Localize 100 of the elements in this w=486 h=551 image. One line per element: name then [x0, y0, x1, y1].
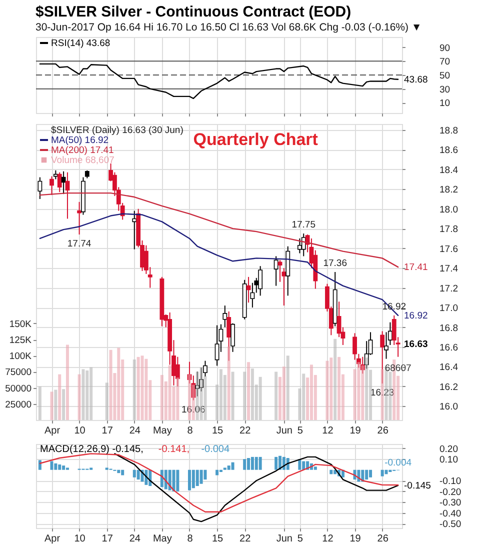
y-tick-label: 30 — [440, 84, 450, 96]
bar — [219, 369, 222, 420]
series-label: MACD(12,26,9) -0.145, — [40, 444, 144, 455]
bar — [200, 470, 203, 484]
bar — [231, 372, 234, 420]
x-tick-label: 10 — [74, 534, 86, 544]
bar — [314, 466, 317, 470]
bar — [164, 381, 168, 420]
y-tick-label: -0.30 — [440, 498, 462, 509]
annotation: Quarterly Chart — [193, 130, 318, 149]
bar — [144, 358, 148, 420]
bar — [231, 462, 234, 470]
bar — [247, 362, 250, 420]
y-tick-label: 16.4 — [440, 362, 458, 374]
bar — [66, 344, 69, 420]
bar — [369, 470, 372, 478]
bar — [250, 456, 254, 470]
candlestick — [77, 201, 82, 236]
bar — [54, 390, 58, 420]
x-tick-label: Jun — [276, 426, 292, 436]
candlestick — [61, 170, 66, 195]
bar — [105, 382, 108, 420]
y2-tick-label: 150K — [9, 318, 32, 330]
data-label: -0.145 — [404, 480, 431, 492]
y-tick-label: -0.20 — [440, 486, 462, 498]
legend-label: MA(200) 17.41 — [51, 145, 114, 156]
bar — [196, 470, 199, 486]
bar — [86, 370, 89, 420]
bar — [314, 374, 317, 420]
line-series — [39, 192, 399, 268]
bar — [90, 367, 93, 420]
bar — [50, 461, 54, 470]
candlestick — [222, 305, 228, 328]
candlestick — [258, 266, 263, 296]
bar — [140, 356, 144, 420]
bar — [286, 356, 290, 420]
bar — [227, 346, 230, 420]
bar — [38, 460, 42, 470]
candlestick — [57, 172, 62, 193]
x-tick-label: 19 — [350, 426, 362, 436]
series-label: -0.004 — [201, 444, 230, 455]
bar — [216, 384, 219, 420]
annotation: 16.06 — [182, 404, 206, 416]
y-tick-label: 18.4 — [440, 164, 458, 176]
y-tick-label: 18.8 — [440, 125, 458, 136]
x-tick-label: 17 — [102, 426, 114, 436]
data-label: 17.41 — [404, 262, 428, 274]
bar — [254, 456, 258, 470]
bar — [113, 373, 116, 420]
data-label: -0.004 — [384, 457, 412, 468]
y2-tick-label: 125K — [9, 335, 32, 346]
bar — [58, 374, 62, 420]
line-series — [39, 63, 399, 100]
y-tick-label: 0.20 — [440, 444, 458, 455]
x-tick-label: 15 — [212, 426, 224, 436]
candlestick — [38, 176, 42, 200]
bar — [282, 366, 286, 420]
x-tick-label: 5 — [297, 534, 304, 544]
series-label: -0.141, — [158, 444, 190, 455]
bar — [306, 378, 310, 420]
bar — [38, 386, 42, 420]
bar — [168, 365, 172, 420]
bar — [338, 356, 341, 420]
y-tick-label: 70 — [440, 56, 450, 68]
bar — [62, 389, 66, 420]
x-tick-label: 26 — [377, 534, 389, 544]
bar — [227, 466, 230, 470]
bar — [302, 374, 306, 420]
bar — [310, 364, 313, 420]
annotation: 17.36 — [323, 258, 347, 269]
bar — [258, 456, 262, 470]
annotation: 17.74 — [67, 238, 92, 250]
bar — [274, 372, 278, 420]
y2-tick-label: 50000 — [5, 383, 32, 394]
bar — [334, 338, 337, 420]
bar — [78, 374, 81, 420]
y-tick-label: 17.6 — [440, 244, 458, 255]
bar — [384, 470, 388, 474]
x-tick-label: 12 — [322, 426, 334, 436]
y-tick-label: 18.2 — [440, 184, 458, 196]
y-tick-label: 0.10 — [440, 454, 458, 466]
bar — [258, 376, 262, 420]
bar — [58, 464, 62, 470]
chart-title: $SILVER Silver - Continuous Contract (EOD) — [36, 4, 352, 20]
y2-tick-label: 75000 — [5, 367, 32, 378]
candlestick — [50, 176, 54, 196]
bar — [254, 384, 258, 420]
legend-title: $SILVER (Daily) 16.63 (30 Jun) — [51, 125, 184, 136]
x-tick-label: 19 — [350, 534, 362, 544]
bar — [121, 360, 124, 420]
x-tick-label: 10 — [74, 426, 86, 436]
x-tick-label: 24 — [129, 534, 141, 544]
legend-label: RSI(14) 43.68 — [51, 38, 110, 49]
candlestick — [278, 260, 282, 282]
x-tick-label: 22 — [240, 534, 252, 544]
bar — [216, 470, 219, 476]
bar — [204, 470, 207, 480]
y-tick-label: 16.0 — [440, 402, 458, 413]
candlestick — [250, 282, 255, 308]
bar — [172, 386, 176, 420]
